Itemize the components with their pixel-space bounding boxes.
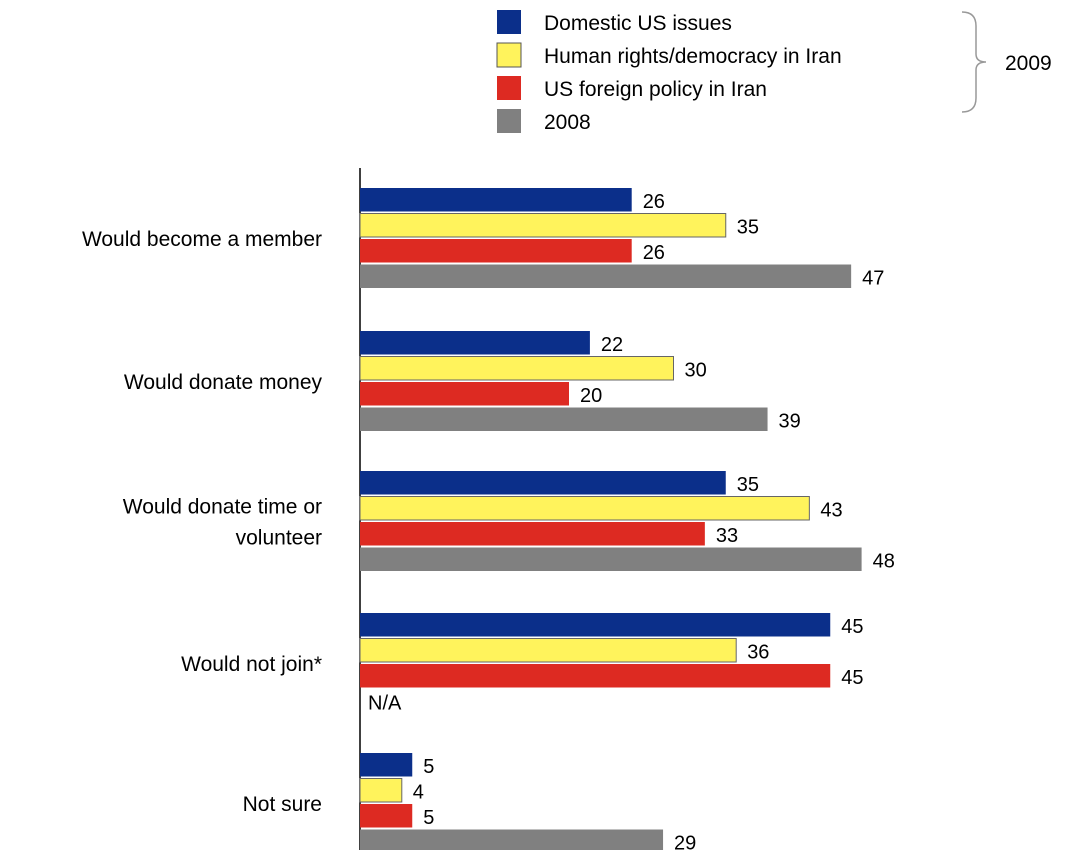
category-label-1: Would donate money xyxy=(124,371,323,394)
data-label-3-1: 36 xyxy=(747,641,769,663)
missing-label-3: N/A xyxy=(368,692,402,714)
data-label-1-0: 22 xyxy=(601,334,623,356)
data-label-0-1: 35 xyxy=(737,216,759,238)
bar-1-1 xyxy=(359,356,674,381)
data-label-2-1: 43 xyxy=(820,499,842,521)
data-label-3-0: 45 xyxy=(841,616,863,638)
legend-label-0: Domestic US issues xyxy=(544,12,732,35)
category-label-4: Not sure xyxy=(243,793,322,816)
data-label-0-2: 26 xyxy=(643,242,665,264)
category-label-3: Would not join* xyxy=(181,653,322,676)
category-label-2-line-1: volunteer xyxy=(236,527,322,550)
bar-4-3 xyxy=(360,829,664,850)
legend-swatch-0 xyxy=(497,10,521,34)
bar-3-0 xyxy=(360,613,831,637)
data-label-4-3: 29 xyxy=(674,832,696,850)
legend-group-label: 2009 xyxy=(1005,52,1052,75)
bar-0-0 xyxy=(360,188,632,212)
legend-swatch-1 xyxy=(496,42,522,68)
legend: Domestic US issues Human rights/democracy… xyxy=(496,10,1052,134)
bar-2-1 xyxy=(359,496,810,521)
data-label-2-0: 35 xyxy=(737,474,759,496)
bar-0-2 xyxy=(360,239,632,263)
legend-swatch-3 xyxy=(497,109,521,133)
bar-0-3 xyxy=(360,264,852,288)
bar-2-0 xyxy=(360,471,726,495)
bar-3-2 xyxy=(360,664,831,688)
plot-area: Would become a member 26 35 26 47 Would donat… xyxy=(82,168,895,850)
data-label-0-0: 26 xyxy=(643,191,665,213)
bar-1-2 xyxy=(360,382,569,406)
legend-brace xyxy=(961,11,987,113)
data-label-1-3: 39 xyxy=(779,410,801,432)
bar-4-0 xyxy=(360,753,413,777)
bar-2-2 xyxy=(360,522,705,546)
category-label-0: Would become a member xyxy=(82,228,322,251)
bar-2-3 xyxy=(360,547,862,571)
data-label-2-3: 48 xyxy=(873,550,895,572)
bar-0-1 xyxy=(359,213,727,238)
legend-label-1: Human rights/democracy in Iran xyxy=(544,45,842,68)
legend-swatch-2 xyxy=(497,76,521,100)
legend-label-3: 2008 xyxy=(544,111,591,134)
bar-4-2 xyxy=(360,804,413,828)
category-label-2-line-0: Would donate time or xyxy=(123,496,322,519)
data-label-1-2: 20 xyxy=(580,385,602,407)
data-label-1-1: 30 xyxy=(685,359,707,381)
legend-label-2: US foreign policy in Iran xyxy=(544,78,767,101)
bar-1-3 xyxy=(360,407,768,431)
bar-4-1 xyxy=(359,778,403,803)
data-label-4-1: 4 xyxy=(413,781,424,803)
data-label-4-2: 5 xyxy=(423,807,434,829)
data-label-3-2: 45 xyxy=(841,667,863,689)
data-label-0-3: 47 xyxy=(862,267,884,289)
data-label-2-2: 33 xyxy=(716,525,738,547)
bar-1-0 xyxy=(360,331,590,355)
bar-3-1 xyxy=(359,638,737,663)
data-label-4-0: 5 xyxy=(423,756,434,778)
